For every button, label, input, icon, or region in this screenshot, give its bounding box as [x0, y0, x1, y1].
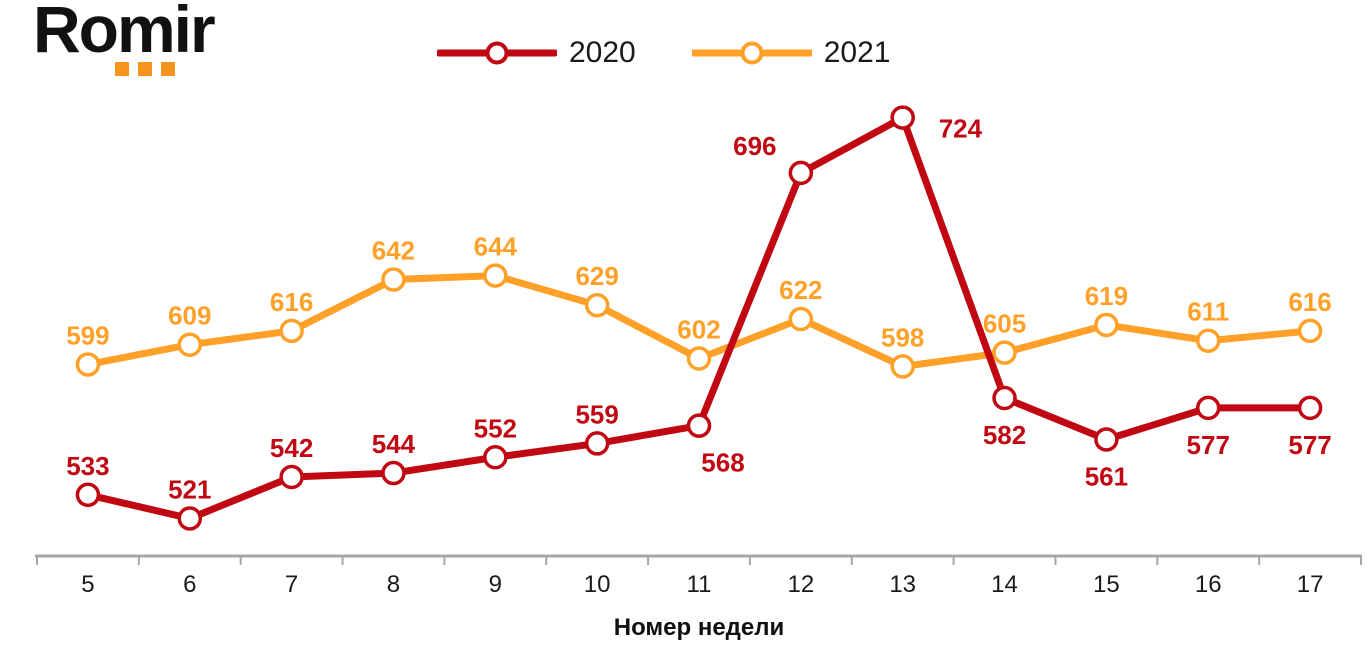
data-label-2020: 561 [1085, 461, 1128, 491]
x-tick-label: 7 [285, 571, 298, 598]
data-point-marker-2021 [686, 346, 712, 371]
data-point-marker-2021 [890, 354, 915, 379]
x-tick-label: 14 [991, 571, 1018, 598]
data-point-marker-2020 [381, 460, 406, 486]
line-chart: 5 6 7 8 9 10 11 12 13 14 15 16 17 599 609 616 642 644 629 6… [35, 105, 1362, 598]
x-tick-label: 13 [889, 571, 916, 598]
data-point-marker-2021 [1297, 318, 1323, 344]
data-point-marker-2020 [1094, 427, 1119, 452]
data-label-2020: 542 [270, 433, 313, 463]
data-label-2021: 642 [372, 236, 415, 266]
x-tick-label: 15 [1093, 571, 1120, 598]
data-label-2021: 644 [474, 232, 518, 262]
data-point-marker-2021 [279, 318, 304, 344]
x-axis-title: Номер недели [613, 614, 785, 641]
legend-label-2020: 2020 [569, 36, 636, 69]
data-point-marker-2020 [1297, 395, 1323, 421]
data-label-2021: 622 [779, 275, 822, 305]
legend-item-2021: 2021 [691, 36, 891, 70]
data-point-marker-2021 [1195, 328, 1221, 353]
x-tick-label: 12 [787, 571, 814, 598]
x-tick-label: 9 [489, 571, 502, 598]
data-point-marker-2020 [992, 385, 1017, 411]
data-label-2020: 582 [983, 420, 1026, 450]
data-label-2020: 577 [1187, 430, 1230, 460]
data-point-marker-2020 [584, 431, 610, 456]
data-label-2021: 599 [66, 320, 109, 350]
legend-line-marker-2020-icon [437, 41, 557, 65]
data-point-marker-2020 [788, 160, 814, 186]
data-point-marker-2021 [584, 292, 610, 318]
series-2020: 533 521 542 544 552 559 568 696 724 582 561 577 577 [66, 105, 1332, 531]
data-label-2021: 629 [575, 261, 618, 291]
x-tick-label: 16 [1195, 571, 1222, 598]
data-label-2021: 616 [270, 287, 313, 317]
data-point-marker-2021 [788, 306, 814, 332]
legend-item-2020: 2020 [437, 36, 636, 70]
data-point-marker-2020 [483, 445, 508, 470]
data-point-marker-2020 [890, 105, 915, 130]
data-point-marker-2020 [686, 413, 712, 438]
chart-legend: 2020 2021 [437, 36, 891, 70]
romir-logo: Romir [33, 0, 216, 76]
logo-dot-icon [115, 62, 129, 76]
legend-label-2021: 2021 [823, 36, 891, 69]
data-label-2020: 696 [733, 131, 776, 161]
data-point-marker-2021 [1094, 312, 1119, 338]
data-label-2020: 577 [1288, 430, 1331, 460]
data-label-2020: 724 [939, 114, 983, 144]
data-label-2021: 598 [881, 322, 924, 352]
logo-dot-icon [138, 62, 152, 76]
data-label-2021: 619 [1085, 281, 1128, 311]
data-point-marker-2021 [483, 263, 508, 288]
data-point-marker-2021 [381, 267, 406, 292]
x-tick-label: 11 [687, 571, 712, 598]
x-tick-label: 5 [81, 571, 94, 598]
data-label-2020: 568 [701, 448, 744, 478]
data-label-2021: 611 [1187, 297, 1229, 327]
romir-logo-dots [115, 62, 175, 76]
data-label-2020: 521 [168, 474, 211, 504]
data-label-2021: 616 [1288, 287, 1331, 317]
data-point-marker-2020 [75, 482, 101, 508]
data-label-2020: 544 [372, 429, 416, 459]
romir-logo-text: Romir [33, 0, 216, 66]
data-label-2020: 552 [474, 413, 517, 443]
data-point-marker-2021 [177, 332, 203, 357]
data-label-2021: 602 [677, 315, 720, 345]
data-label-2021: 609 [168, 301, 211, 331]
data-point-marker-2020 [279, 464, 304, 490]
x-tick-label: 8 [387, 571, 400, 598]
data-point-marker-2020 [177, 506, 203, 531]
logo-dot-icon [161, 62, 175, 76]
data-point-marker-2020 [1195, 395, 1221, 421]
data-label-2020: 533 [66, 451, 109, 481]
x-tick-label: 17 [1297, 571, 1324, 598]
data-label-2020: 559 [575, 399, 618, 429]
series-2021: 599 609 616 642 644 629 602 622 598 605 619 611 616 [66, 232, 1332, 379]
data-point-marker-2021 [992, 340, 1017, 365]
x-tick-label: 6 [183, 571, 196, 598]
data-point-marker-2021 [75, 352, 101, 377]
x-tick-label: 10 [584, 571, 611, 598]
legend-line-marker-2021-icon [691, 41, 812, 65]
data-label-2021: 605 [983, 309, 1026, 339]
